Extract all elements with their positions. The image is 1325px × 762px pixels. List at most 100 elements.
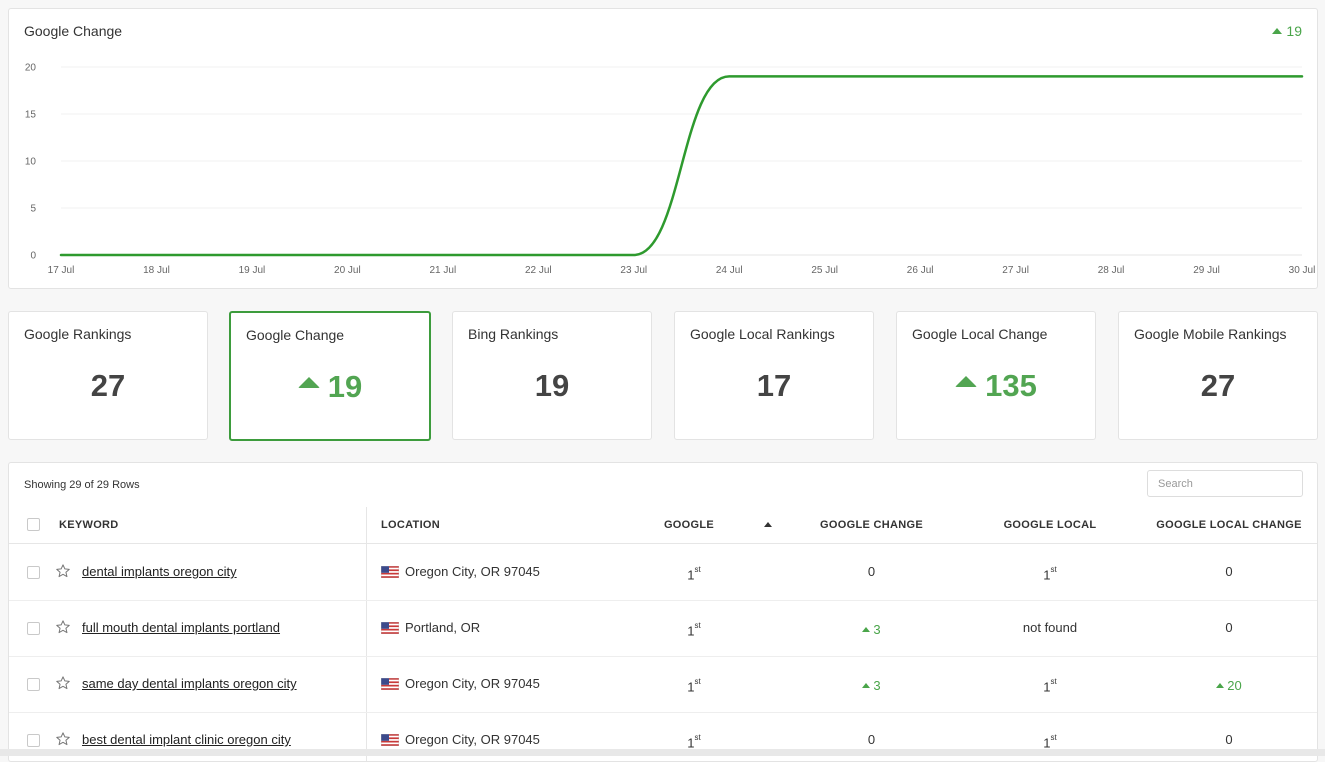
stat-card-value: 19	[453, 368, 651, 404]
google-local-change-wrap: 20	[1216, 658, 1242, 714]
google-rank-number: 1	[687, 679, 695, 695]
x-tick-label: 17 Jul	[48, 265, 75, 276]
google-rank-value: 1st	[644, 600, 744, 656]
header-google-local[interactable]: GOOGLE LOCAL	[1003, 519, 1097, 531]
keyword-link[interactable]: best dental implant clinic oregon city	[82, 732, 291, 747]
header-google[interactable]: GOOGLE	[663, 519, 715, 531]
stat-card-google-local-rankings[interactable]: Google Local Rankings 17	[674, 311, 874, 440]
google-local-value: not found	[969, 600, 1131, 656]
stat-card-google-change[interactable]: Google Change 19	[229, 311, 431, 441]
up-arrow-icon	[862, 627, 871, 632]
row-checkbox[interactable]	[27, 678, 40, 691]
google-rank-number: 1	[687, 623, 695, 639]
y-tick-label: 20	[25, 63, 37, 74]
stat-card-value: 17	[675, 368, 873, 404]
google-local-change-wrap: 0	[1225, 564, 1232, 579]
x-tick-label: 25 Jul	[811, 265, 838, 276]
select-all-checkbox[interactable]	[27, 518, 40, 531]
up-arrow-icon	[1216, 683, 1225, 688]
stat-card-label: Google Local Change	[912, 326, 1048, 342]
table-row: full mouth dental implants portland Port…	[9, 600, 1317, 657]
google-change-number: 0	[867, 564, 876, 579]
keyword-link[interactable]: dental implants oregon city	[82, 564, 237, 579]
star-icon[interactable]	[55, 563, 71, 579]
google-rank-suffix: st	[694, 677, 701, 686]
google-local-change-value: 0	[1139, 600, 1317, 656]
google-rank-value: 1st	[644, 544, 744, 600]
rows-count-label: Showing 29 of 29 Rows	[24, 479, 140, 491]
google-local-number: 1	[1043, 679, 1051, 695]
keyword-link[interactable]: same day dental implants oregon city	[82, 676, 297, 691]
google-change-value: 0	[789, 544, 954, 600]
stat-card-number: 17	[756, 368, 792, 403]
chart-badge-value: 19	[1286, 23, 1302, 39]
x-tick-label: 27 Jul	[1002, 265, 1029, 276]
google-rank-number: 1	[687, 567, 695, 583]
google-local-change-value: 0	[1139, 544, 1317, 600]
header-google-local-change[interactable]: GOOGLE LOCAL CHANGE	[1156, 519, 1302, 531]
google-rank-suffix: st	[694, 565, 701, 574]
x-tick-label: 26 Jul	[907, 265, 934, 276]
series-line[interactable]	[59, 75, 1304, 257]
x-tick-label: 23 Jul	[620, 265, 647, 276]
google-change-chart-panel: 0 5 10 15 20 17 Jul 18 Jul 19 Jul 20 Jul 21 Jul 22…	[8, 8, 1318, 289]
header-google-change[interactable]: GOOGLE CHANGE	[820, 519, 923, 531]
sort-ascending-icon[interactable]	[764, 522, 772, 527]
stat-card-number: 135	[985, 368, 1037, 403]
y-tick-label: 15	[25, 110, 37, 121]
google-local-change-wrap: 0	[1225, 732, 1232, 747]
header-keyword[interactable]: KEYWORD	[59, 519, 119, 531]
table-header: KEYWORD LOCATION GOOGLE GOOGLE CHANGE GO…	[9, 507, 1317, 544]
stat-card-label: Bing Rankings	[468, 326, 559, 342]
location-value: Portland, OR	[405, 620, 481, 635]
stat-card-label: Google Change	[246, 327, 345, 343]
stat-card-google-local-change[interactable]: Google Local Change 135	[896, 311, 1096, 440]
google-change-value: 3	[789, 656, 954, 712]
location-value: Oregon City, OR 97045	[405, 676, 540, 691]
up-arrow-icon	[955, 375, 978, 387]
google-change-value: 0	[789, 712, 954, 761]
stat-card-number: 19	[327, 369, 363, 404]
google-change-wrap: 3	[862, 658, 881, 714]
keyword-link[interactable]: full mouth dental implants portland	[82, 620, 281, 635]
star-icon[interactable]	[55, 619, 71, 635]
location-value: Oregon City, OR 97045	[405, 564, 540, 579]
stat-card-google-mobile-rankings[interactable]: Google Mobile Rankings 27	[1118, 311, 1318, 440]
google-local-suffix: st	[1050, 733, 1057, 742]
up-arrow-icon	[297, 376, 320, 388]
google-change-number: 0	[867, 732, 876, 747]
row-checkbox[interactable]	[27, 566, 40, 579]
horizontal-scrollbar[interactable]	[0, 749, 1325, 756]
x-tick-label: 30 Jul	[1289, 265, 1316, 276]
google-change-number: 3	[873, 621, 881, 637]
google-local-number: 1	[1043, 567, 1051, 583]
chart-title: Google Change	[24, 23, 123, 39]
google-rank-suffix: st	[694, 733, 701, 742]
star-icon[interactable]	[55, 731, 71, 747]
google-local-suffix: st	[1050, 565, 1057, 574]
star-icon[interactable]	[55, 675, 71, 691]
us-flag-icon	[381, 734, 399, 746]
google-rank-value: 1st	[644, 712, 744, 761]
stat-card-number: 27	[90, 368, 126, 403]
row-checkbox[interactable]	[27, 734, 40, 747]
y-tick-label: 5	[30, 204, 36, 215]
google-local-change-number: 0	[1225, 564, 1233, 579]
header-location[interactable]: LOCATION	[381, 519, 441, 531]
stat-card-bing-rankings[interactable]: Bing Rankings 19	[452, 311, 652, 440]
search-input[interactable]	[1147, 470, 1303, 497]
google-local-value: 1st	[969, 712, 1131, 761]
y-tick-label: 0	[30, 251, 36, 262]
stat-card-value: 135	[897, 368, 1095, 404]
google-change-wrap: 0	[868, 732, 875, 747]
google-local-change-value: 20	[1139, 656, 1317, 714]
up-arrow-icon	[1272, 28, 1283, 34]
stat-card-google-rankings[interactable]: Google Rankings 27	[8, 311, 208, 440]
column-divider	[366, 507, 367, 761]
x-tick-label: 18 Jul	[143, 265, 170, 276]
x-tick-label: 29 Jul	[1193, 265, 1220, 276]
google-change-value: 3	[789, 600, 954, 656]
google-rank-suffix: st	[694, 621, 701, 630]
row-checkbox[interactable]	[27, 622, 40, 635]
table-row: same day dental implants oregon city Ore…	[9, 656, 1317, 713]
